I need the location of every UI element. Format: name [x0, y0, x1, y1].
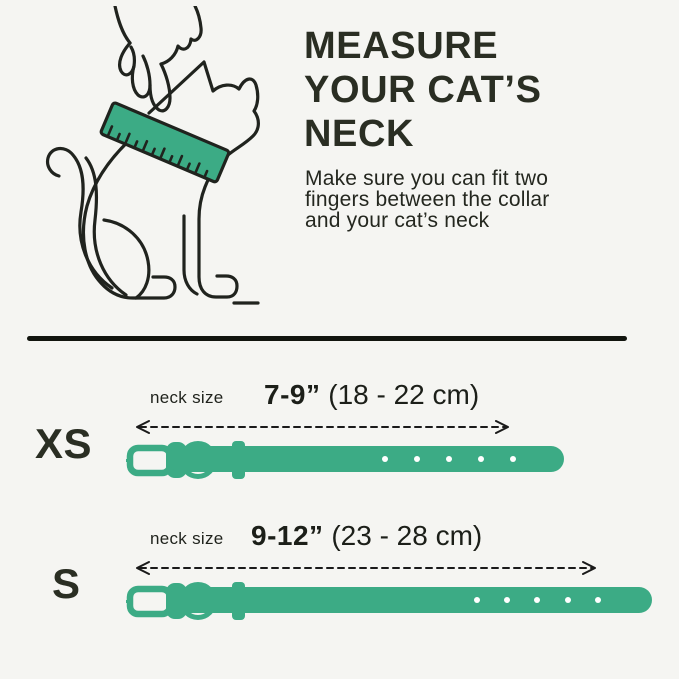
measuring-tape [99, 101, 231, 184]
cat-haunch [102, 218, 151, 300]
size-range-inches-s: 9-12” [251, 520, 324, 551]
range-arrow-xs [136, 420, 509, 434]
collar-holes-xs [382, 456, 516, 462]
cat-measuring-illustration [45, 6, 260, 305]
instruction-line-1: Make sure you can fit two [305, 167, 549, 190]
instruction-text: Make sure you can fit two fingers betwee… [305, 168, 550, 231]
size-range-cm-s: (23 - 28 cm) [331, 520, 483, 551]
cat-tail-inner [84, 156, 128, 297]
page-title: MEASURE YOUR CAT’S NECK [304, 24, 542, 156]
title-line-2: YOUR CAT’S [304, 69, 542, 111]
size-range-inches-xs: 7-9” [264, 379, 321, 410]
collar-graphic-xs [126, 441, 564, 479]
size-range-xs: 7-9” (18 - 22 cm) [264, 379, 479, 411]
instruction-line-2: fingers between the collar [305, 188, 550, 211]
neck-size-label-xs: neck size [150, 388, 224, 407]
neck-size-label-s: neck size [150, 529, 224, 548]
cat-body [81, 134, 177, 300]
title-line-1: MEASURE [304, 25, 499, 67]
hand-icon [113, 6, 203, 113]
size-code-xs: XS [35, 420, 93, 467]
collar-graphic-s [126, 582, 652, 620]
instruction-line-3: and your cat’s neck [305, 209, 490, 232]
cat-front-leg [182, 214, 199, 296]
section-divider [27, 336, 627, 341]
size-range-s: 9-12” (23 - 28 cm) [251, 520, 482, 552]
collar-holes-s [474, 597, 601, 603]
title-line-3: NECK [304, 113, 415, 155]
cat-tail [45, 147, 114, 290]
size-code-s: S [52, 560, 81, 607]
range-arrow-s [136, 561, 596, 575]
size-range-cm-xs: (18 - 22 cm) [328, 379, 480, 410]
cat-head-and-chest [147, 60, 260, 299]
